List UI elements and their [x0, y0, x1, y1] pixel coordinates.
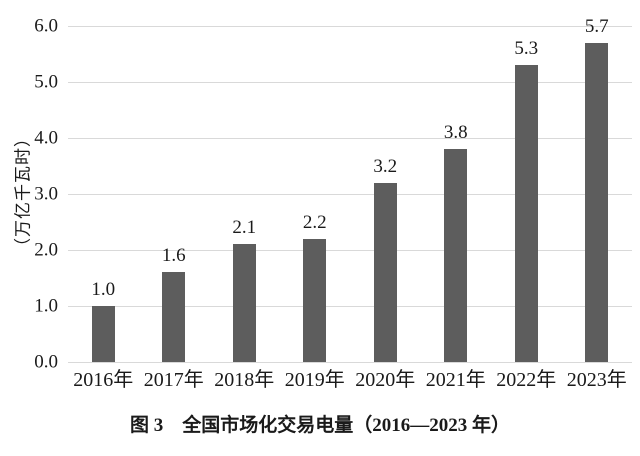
bar-2021年: [444, 149, 468, 362]
bar-2016年: [91, 306, 115, 362]
gridline: [68, 25, 632, 27]
x-axis-baseline: [68, 361, 632, 363]
gridline: [68, 193, 632, 195]
x-axis-tick-labels: 2016年 2017年 2018年 2019年 2020年 2021年 2022年 2023年: [68, 369, 632, 395]
bar-value-label: 5.7: [584, 15, 609, 37]
x-tick-label: 2017年: [143, 369, 204, 391]
bar-value-label: 1.6: [161, 245, 186, 267]
x-tick-label: 2018年: [214, 369, 275, 391]
bar-2019年: [303, 238, 327, 362]
y-axis-tick-labels: 0.0 1.0 2.0 3.0 4.0 5.0 6.0: [0, 17, 58, 372]
y-tick-label: 1.0: [34, 295, 58, 317]
bar-2018年: [232, 244, 256, 362]
x-tick-label: 2023年: [566, 369, 627, 391]
figure-caption: 图 3 全国市场化交易电量（2016—2023 年）: [129, 415, 510, 436]
x-tick-label: 2020年: [355, 369, 416, 391]
bar-value-label: 3.8: [443, 122, 468, 144]
y-tick-label: 2.0: [34, 239, 58, 261]
bar-2023年: [585, 42, 609, 362]
bar-value-label: 5.3: [514, 38, 539, 60]
x-tick-label: 2022年: [496, 369, 557, 391]
x-tick-label: 2016年: [73, 369, 134, 391]
gridline: [68, 137, 632, 139]
gridline: [68, 305, 632, 307]
x-tick-label: 2021年: [425, 369, 486, 391]
bar-value-label: 2.1: [232, 217, 257, 239]
bar-2022年: [514, 65, 538, 362]
plot-area: 1.0 1.6 2.1 2.2 3.2 3.8 5.3 5.7: [68, 17, 632, 363]
bar-2020年: [373, 182, 397, 362]
y-tick-label: 4.0: [34, 127, 58, 149]
x-tick-label: 2019年: [284, 369, 345, 391]
y-tick-label: 6.0: [34, 15, 58, 37]
bar-value-label: 1.0: [91, 279, 116, 300]
y-tick-label: 3.0: [34, 183, 58, 205]
bar-value-label: 2.2: [302, 211, 327, 233]
y-tick-label: 0.0: [34, 351, 58, 373]
gridline: [68, 249, 632, 251]
gridline: [68, 81, 632, 83]
bar-value-label: 3.2: [373, 155, 398, 177]
bar-2017年: [162, 272, 186, 362]
y-tick-label: 5.0: [34, 71, 58, 93]
